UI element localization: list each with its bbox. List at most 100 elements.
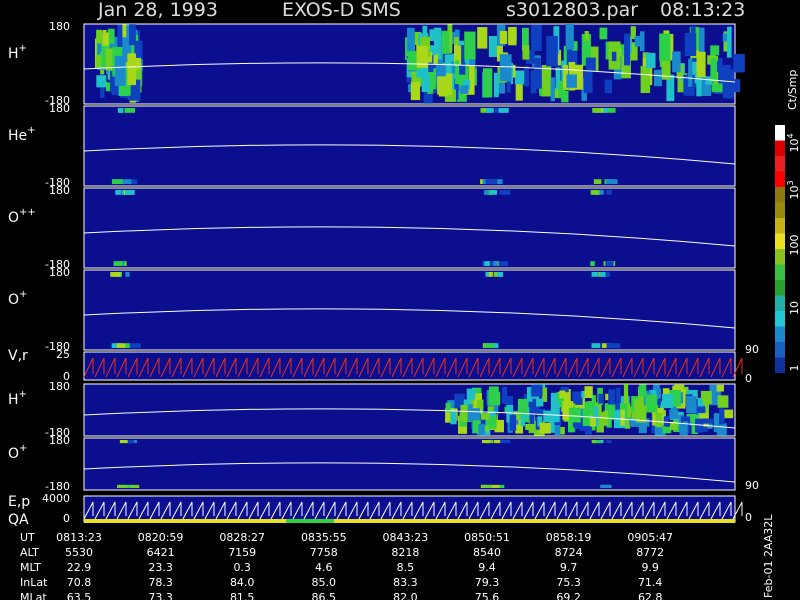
- spectrogram-cell: [520, 414, 525, 427]
- spectrogram-cell: [447, 400, 456, 409]
- spectrogram-cell: [499, 54, 512, 82]
- spectrogram-cell: [109, 36, 119, 54]
- spectrogram-cell: [582, 408, 591, 426]
- panel-label-sup: +: [19, 43, 27, 54]
- spectrogram-cell: [653, 384, 660, 391]
- spectrogram-cell: [601, 343, 612, 348]
- spectrogram-cell: [125, 272, 130, 277]
- spectrogram-cell: [455, 62, 466, 75]
- spectrogram-cell: [122, 179, 132, 184]
- row-value: 78.3: [148, 576, 173, 589]
- spectrogram-cell: [673, 418, 683, 432]
- spectrogram-cell: [488, 391, 501, 406]
- spectrogram-cell: [541, 387, 548, 402]
- spectrogram-cell: [502, 386, 508, 404]
- row-value: 82.0: [393, 591, 418, 600]
- row-value: 0820:59: [138, 531, 184, 544]
- date: Jan 28, 1993: [97, 0, 218, 21]
- spectrogram-cell: [506, 81, 511, 93]
- row-value: 7758: [310, 546, 338, 559]
- spectrogram-cell: [444, 69, 453, 95]
- row-value: 71.4: [638, 576, 663, 589]
- spectrogram-cell: [688, 58, 693, 87]
- spectrogram-cell: [559, 390, 566, 399]
- colorbar-label-exp: 4: [786, 133, 795, 138]
- sawtooth: [83, 501, 743, 520]
- colorbar-label: 100: [788, 235, 800, 256]
- spectrogram-cell: [524, 65, 530, 87]
- row-value: 75.3: [556, 576, 581, 589]
- spectrogram-cell: [480, 108, 491, 113]
- colorbar-label: 104: [786, 133, 800, 152]
- row-value: 83.3: [393, 576, 418, 589]
- spectrogram-cell: [489, 484, 502, 488]
- colorbar-segment: [775, 295, 785, 311]
- spectrogram-cell: [639, 384, 647, 397]
- colorbar-label: 103: [786, 180, 800, 199]
- spectrogram-cell: [509, 414, 517, 431]
- spectrogram-cell: [638, 420, 647, 434]
- spectrogram-cell: [595, 402, 602, 419]
- spectrogram-cell: [591, 272, 598, 277]
- row-value: 8724: [555, 546, 583, 559]
- left-tick-label: 180: [49, 184, 70, 197]
- spectrogram-cell: [505, 396, 513, 406]
- row-value: 73.3: [148, 591, 173, 600]
- spectrogram-cell: [696, 406, 706, 413]
- colorbar-label-exp: 3: [786, 180, 795, 185]
- row-value: 85.0: [312, 576, 337, 589]
- spectrogram-cell: [558, 80, 566, 99]
- spectrogram-cell: [424, 51, 433, 63]
- spectrogram-cell: [444, 89, 456, 102]
- spectrogram-cell: [493, 72, 499, 98]
- spectrogram-cell: [717, 395, 729, 408]
- spectrogram-cell: [593, 179, 602, 184]
- spectrogram-cell: [624, 33, 631, 66]
- panel-label-text: O: [8, 292, 19, 308]
- left-tick-label: 4000: [42, 492, 70, 505]
- spectrogram-cell: [705, 76, 713, 85]
- spectrogram-cell: [585, 57, 596, 72]
- colorbar-label-base: 100: [788, 235, 800, 256]
- spectrogram-cell: [701, 76, 712, 96]
- spectrogram-cell: [117, 24, 123, 47]
- colorbar-segment: [775, 326, 785, 342]
- row-value: 8218: [391, 546, 419, 559]
- right-tick-label: 0: [745, 511, 752, 524]
- spectrogram-cell: [541, 64, 552, 97]
- colorbar-segment: [775, 342, 785, 358]
- row-value: 70.8: [67, 576, 92, 589]
- spectrogram-cell: [562, 388, 571, 403]
- sawtooth: [83, 357, 743, 378]
- spectrogram-cell: [410, 81, 421, 101]
- panel-label-2: QA: [8, 512, 29, 528]
- spectrogram-cell: [684, 32, 697, 57]
- spectrogram-cell: [488, 35, 499, 57]
- colorbar-segment: [775, 311, 785, 327]
- row-value: 7159: [228, 546, 256, 559]
- spectrogram-cell: [608, 389, 616, 405]
- spectrogram-cell: [485, 190, 498, 195]
- spectrogram-cell: [531, 24, 542, 51]
- spectrogram-cell: [606, 440, 612, 444]
- spectrogram-cell: [702, 418, 714, 424]
- spectrogram-cell: [561, 90, 569, 103]
- spectrogram-cell: [656, 388, 662, 399]
- spectrogram-cell: [130, 57, 142, 70]
- row-label: ALT: [20, 546, 39, 559]
- panel: [83, 351, 736, 381]
- spectrogram-cell: [630, 26, 636, 40]
- spectrogram-cell: [128, 484, 140, 488]
- spectrogram-cell: [695, 418, 704, 433]
- trace-line: [83, 62, 736, 83]
- spectrogram-cell: [459, 64, 469, 88]
- spectrogram-cell: [117, 484, 128, 488]
- spectrogram-cell: [591, 343, 601, 348]
- panel-label-text: O: [8, 210, 19, 226]
- spectrogram-cell: [539, 422, 551, 434]
- spectrogram-cell: [497, 272, 504, 277]
- spectrogram-cell: [592, 108, 602, 113]
- spectrogram-cell: [498, 440, 511, 444]
- colorbar-label-base: 10: [788, 139, 800, 153]
- spectrogram-cell: [710, 45, 720, 56]
